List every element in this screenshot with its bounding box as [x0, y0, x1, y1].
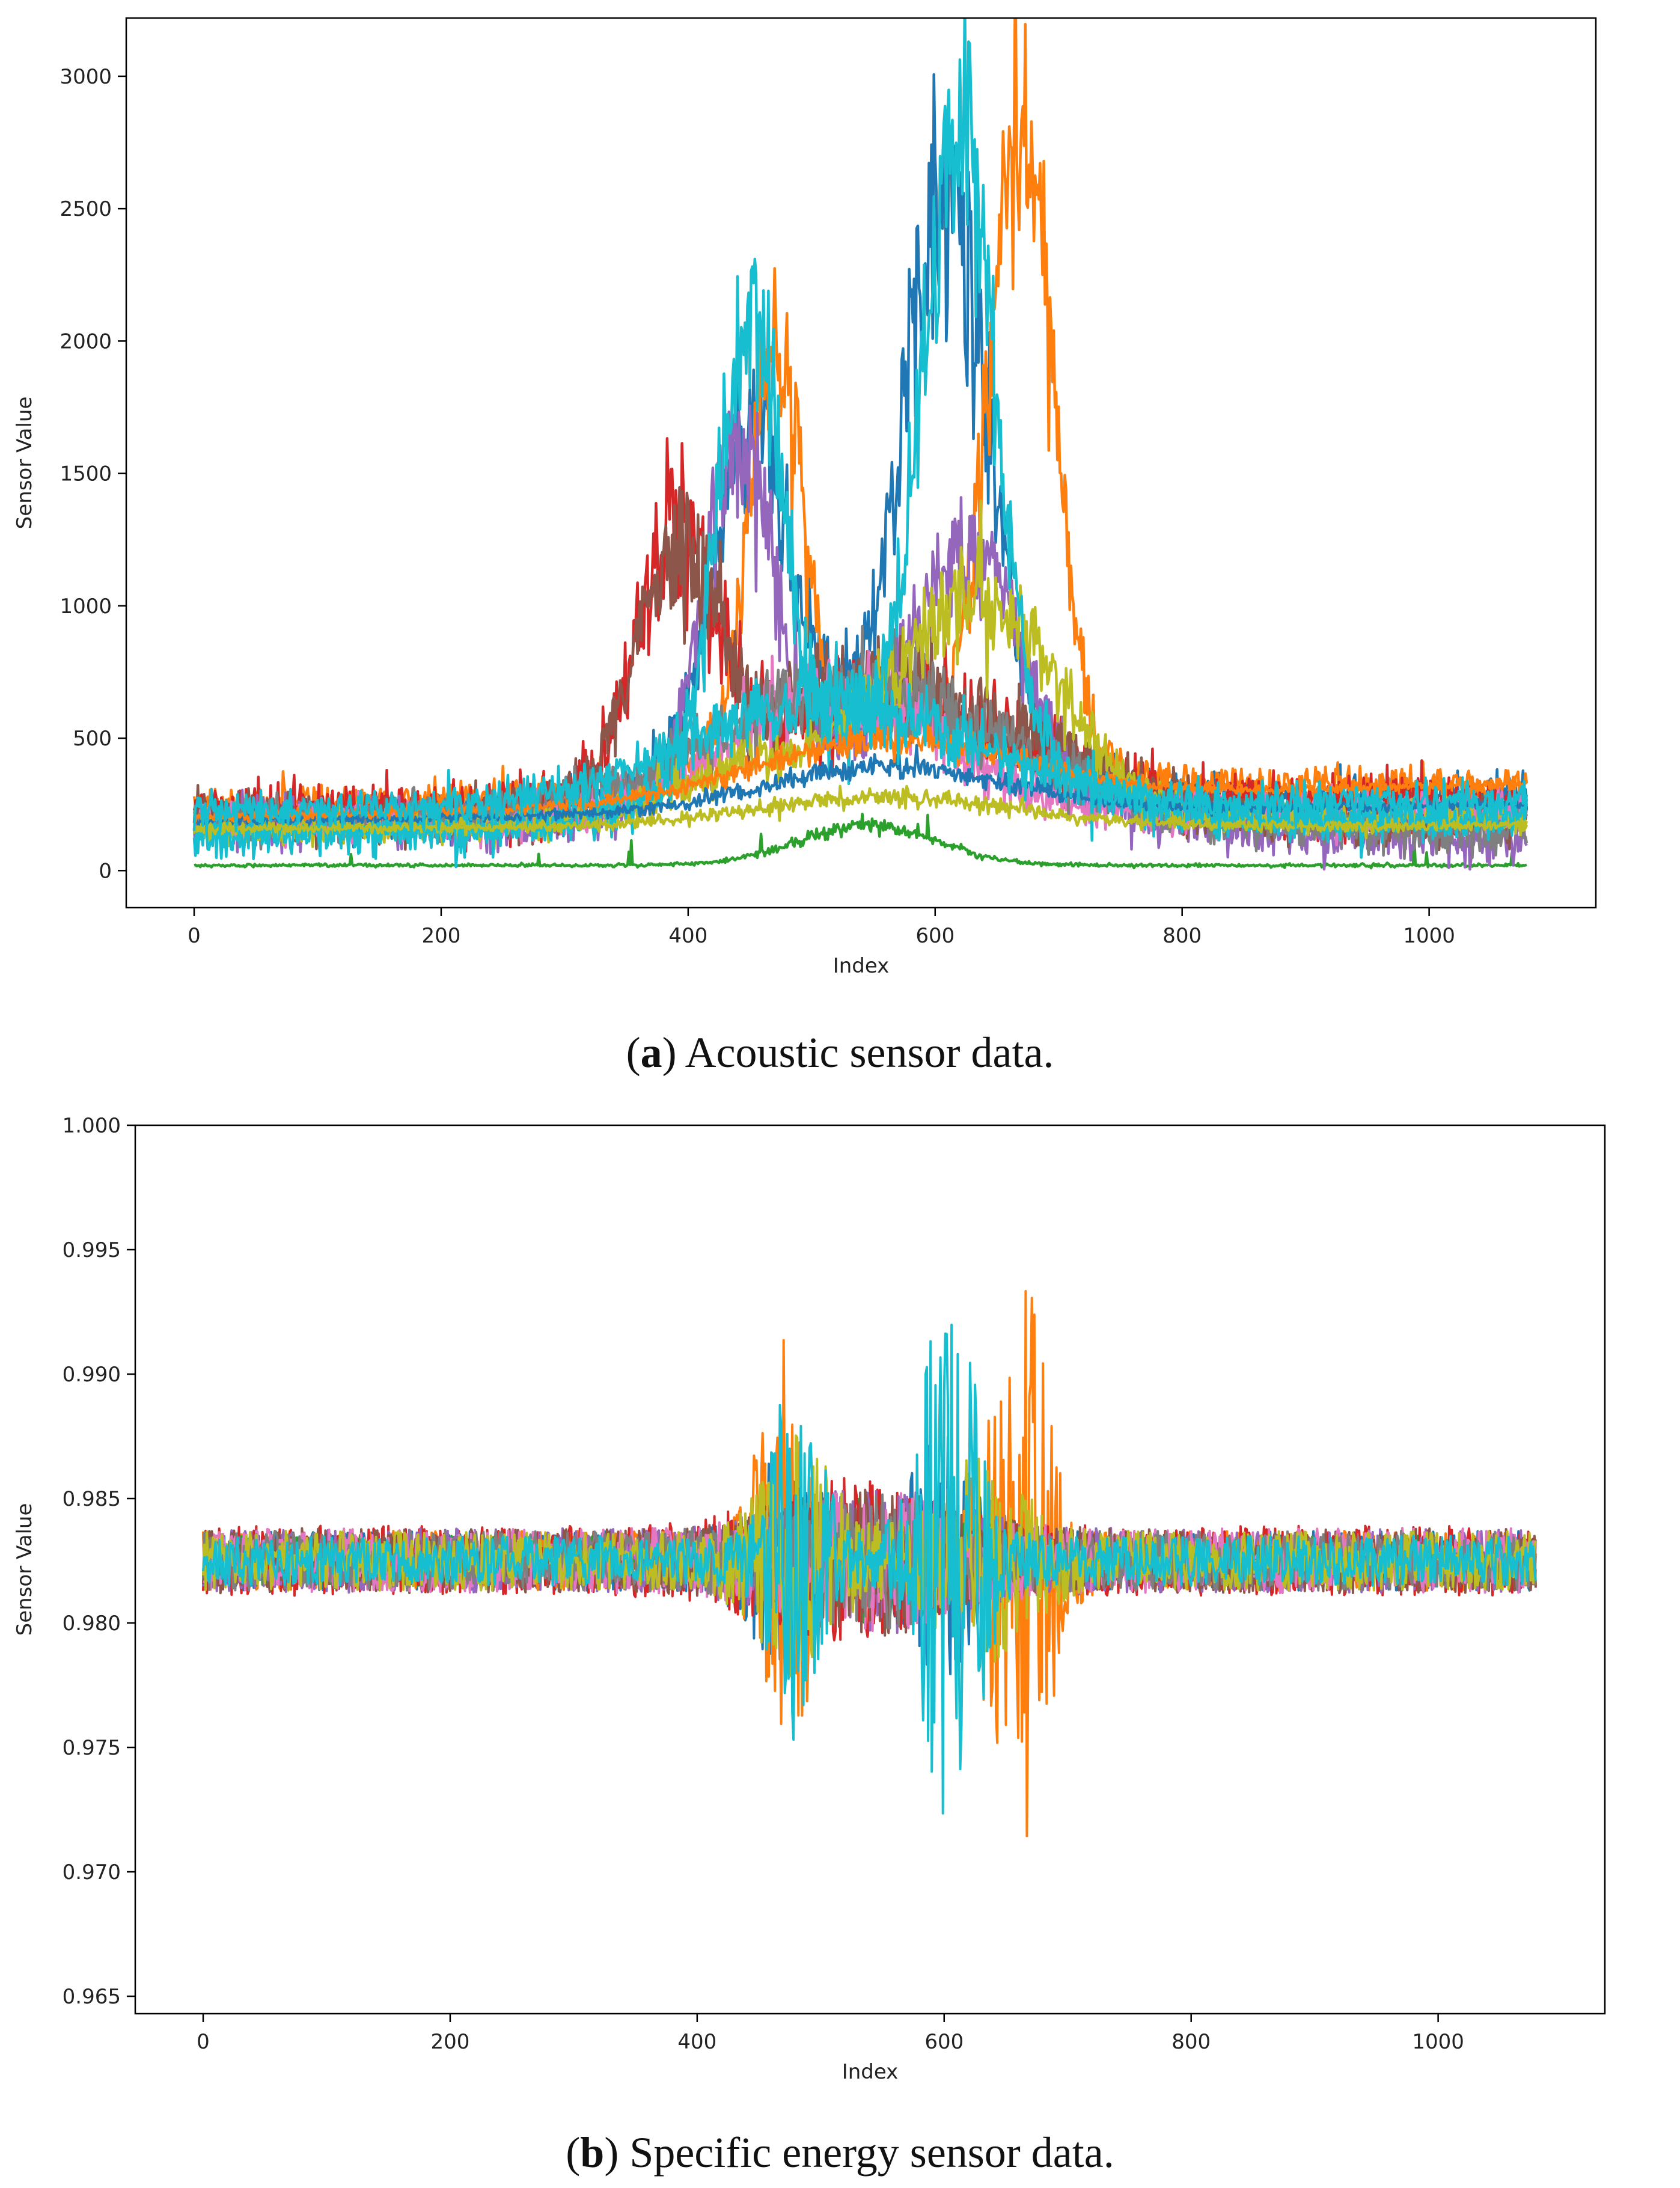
chart-b-panel: 0 200 400 600 800 1000 0.965 0.970 0.975 0.980 0.9… [0, 1100, 1680, 2124]
x-tick-label: 200 [430, 2030, 469, 2054]
y-tick-label: 2500 [60, 197, 112, 221]
x-tick-label: 600 [924, 2030, 964, 2054]
y-tick-label: 0.975 [63, 1736, 121, 1760]
chart-a-series-10 [192, 18, 1529, 869]
series-group [202, 1290, 1537, 1838]
x-tick-label: 800 [1162, 924, 1202, 948]
caption-a-text: Acoustic sensor data. [676, 1028, 1054, 1077]
chart-a-panel: 0 200 400 600 800 1000 0 500 1000 1500 2000 2500 300… [0, 0, 1680, 1024]
y-tick-label: 0.995 [63, 1238, 121, 1262]
y-axis-label: Sensor Value [13, 1503, 37, 1636]
x-tick-label: 800 [1171, 2030, 1211, 2054]
plot-frame [125, 17, 1597, 909]
chart-a-series-13 [194, 784, 1528, 836]
y-tick-label: 0.990 [63, 1363, 121, 1387]
y-axis-label: Sensor Value [13, 397, 37, 530]
x-tick-label: 0 [188, 924, 201, 948]
y-tick-label: 1000 [60, 594, 112, 619]
x-axis-label: Index [842, 2060, 899, 2084]
x-tick-label: 1000 [1403, 924, 1455, 948]
y-tick-label: 500 [73, 727, 112, 751]
y-tick-label: 0.985 [63, 1487, 121, 1511]
chart-b-series-10 [202, 1324, 1537, 1815]
x-tick-label: 600 [915, 924, 955, 948]
caption-a-letter: a [640, 1028, 662, 1077]
x-tick-label: 1000 [1412, 2030, 1464, 2054]
x-tick-label: 400 [677, 2030, 716, 2054]
chart-b: 0 200 400 600 800 1000 0.965 0.970 0.975 0.980 0.9… [13, 1114, 1606, 2084]
x-tick-label: 200 [421, 924, 460, 948]
caption-a: (a) Acoustic sensor data. [626, 1028, 1054, 1077]
chart-a-series-14 [192, 640, 1529, 839]
caption-b-text: Specific energy sensor data. [619, 2128, 1114, 2177]
y-tick-label: 2000 [60, 329, 112, 353]
caption-b-letter: b [580, 2128, 605, 2177]
plot-frame [134, 1124, 1606, 2015]
x-tick-label: 0 [197, 2030, 210, 2054]
y-tick-label: 0.965 [63, 1985, 121, 2009]
caption-b: (b) Specific energy sensor data. [566, 2128, 1114, 2177]
series-group [192, 18, 1529, 871]
x-axis-label: Index [833, 954, 890, 978]
chart-a-series-03 [194, 813, 1527, 870]
y-tick-label: 0.980 [63, 1612, 121, 1636]
x-tick-label: 400 [668, 924, 707, 948]
y-tick-label: 1.000 [63, 1114, 121, 1138]
y-tick-label: 0 [99, 859, 112, 883]
chart-a: 0 200 400 600 800 1000 0 500 1000 1500 2000 2500 300… [13, 17, 1597, 978]
y-tick-label: 0.970 [63, 1860, 121, 1884]
y-tick-label: 1500 [60, 462, 112, 486]
y-tick-label: 3000 [60, 65, 112, 89]
